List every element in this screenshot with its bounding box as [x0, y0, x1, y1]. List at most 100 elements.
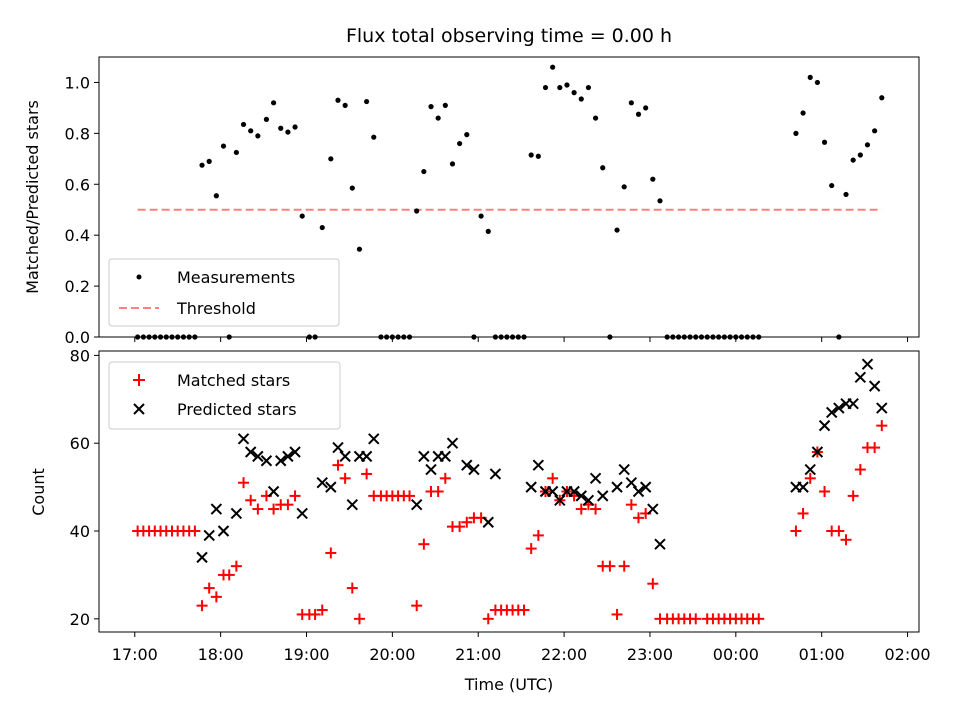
measurement-point	[299, 213, 305, 219]
predicted-point	[818, 419, 831, 432]
predicted-point	[346, 498, 359, 511]
top-y-tick-label: 0.0	[65, 328, 90, 347]
matched-point	[346, 582, 358, 594]
predicted-point	[316, 477, 328, 489]
predicted-point	[489, 468, 502, 480]
bottom-y-axis-label: Count	[29, 468, 48, 516]
predicted-point	[532, 459, 545, 471]
measurement-point	[335, 97, 341, 103]
predicted-point	[582, 494, 595, 506]
matched-point	[245, 494, 257, 506]
measurement-point	[829, 182, 835, 189]
measurement-point	[342, 102, 348, 108]
predicted-point	[647, 503, 659, 515]
measurement-point	[478, 213, 484, 219]
predicted-point	[439, 450, 452, 463]
predicted-point	[275, 455, 287, 467]
matched-point	[316, 604, 328, 616]
matched-point	[518, 604, 530, 616]
predicted-point	[461, 459, 473, 471]
measurement-point	[879, 95, 885, 101]
matched-point	[230, 560, 242, 572]
matched-point	[797, 507, 809, 519]
matched-point	[690, 613, 702, 625]
top-legend-box	[108, 258, 340, 327]
bottom-x-tick-label: 02:00	[884, 645, 930, 664]
bottom-y-ticks: 20 40 60 80	[70, 346, 99, 629]
matched-point	[309, 608, 321, 620]
measurement-point	[240, 121, 247, 128]
measurement-point	[485, 228, 491, 234]
bottom-x-tick-label: 20:00	[369, 645, 415, 664]
matched-point	[647, 578, 659, 590]
matched-point	[525, 543, 537, 555]
measurement-point	[600, 165, 606, 171]
predicted-point	[546, 485, 559, 498]
predicted-point	[410, 498, 423, 511]
matched-point	[625, 499, 637, 511]
bottom-x-axis-label: Time (UTC)	[464, 675, 553, 694]
predicted-point	[854, 371, 867, 384]
bottom-x-tick-label: 19:00	[283, 645, 329, 664]
matched-legend-marker	[133, 374, 145, 386]
top-axes-frame	[98, 56, 920, 338]
predicted-point	[360, 450, 373, 463]
measurement-point	[255, 133, 261, 139]
bottom-panel: 20 40 60 80 17:00 18:00 19:00 20:00 21:00 22:00 2…	[29, 346, 931, 694]
predicted-point	[260, 455, 273, 467]
measurement-point	[356, 246, 363, 252]
measurement-point	[564, 82, 570, 88]
matched-point	[282, 499, 294, 511]
measurement-point	[364, 98, 370, 105]
matched-point	[325, 547, 337, 559]
matched-point	[289, 490, 301, 502]
matched-point	[196, 600, 208, 612]
predicted-point	[847, 397, 859, 410]
matched-point	[804, 472, 816, 484]
measurement-point	[643, 105, 649, 111]
bottom-x-ticks: 17:00 18:00 19:00 20:00 21:00 22:00 23:00 00:00…	[112, 632, 931, 664]
matched-point	[439, 472, 451, 484]
matched-point	[223, 569, 235, 581]
matched-point	[461, 516, 473, 528]
measurement-point	[285, 129, 291, 135]
matched-point	[332, 459, 344, 471]
bottom-y-tick-label: 40	[70, 522, 90, 541]
measurement-point	[278, 125, 284, 131]
measurement-point	[328, 156, 334, 162]
predicted-point	[230, 507, 243, 520]
predicted-point	[625, 477, 638, 489]
measurement-point	[414, 208, 420, 214]
measurement-point	[270, 100, 277, 106]
measurement-point	[213, 193, 219, 199]
predicted-point	[252, 450, 264, 463]
predicted-point	[237, 433, 250, 445]
predicted-point	[339, 450, 351, 463]
top-y-tick-label: 0.2	[65, 277, 90, 296]
measurement-point	[628, 100, 634, 106]
matched-point	[203, 582, 215, 594]
matched-point	[411, 600, 423, 612]
matched-point	[189, 525, 201, 537]
matched-point	[252, 503, 264, 515]
top-y-ticks: 0.0 0.2 0.4 0.6 0.8 1.0	[65, 73, 99, 347]
measurement-point	[571, 90, 577, 96]
measurement-point	[621, 184, 627, 190]
measurement-point	[814, 79, 820, 86]
bottom-x-tick-label: 22:00	[541, 645, 587, 664]
matched-point	[833, 525, 845, 537]
predicted-point	[611, 481, 623, 493]
measurement-point	[349, 185, 355, 191]
predicted-point	[804, 463, 816, 476]
measurement-point	[850, 157, 856, 163]
bottom-x-tick-label: 01:00	[799, 645, 845, 664]
measurement-point	[220, 143, 227, 149]
matched-point	[575, 503, 587, 515]
top-x-ticks	[134, 337, 909, 342]
matched-point	[404, 490, 416, 502]
predicted-point	[589, 472, 602, 485]
matched-point	[840, 534, 852, 546]
measurement-point	[657, 198, 663, 204]
predicted-point	[554, 494, 566, 506]
